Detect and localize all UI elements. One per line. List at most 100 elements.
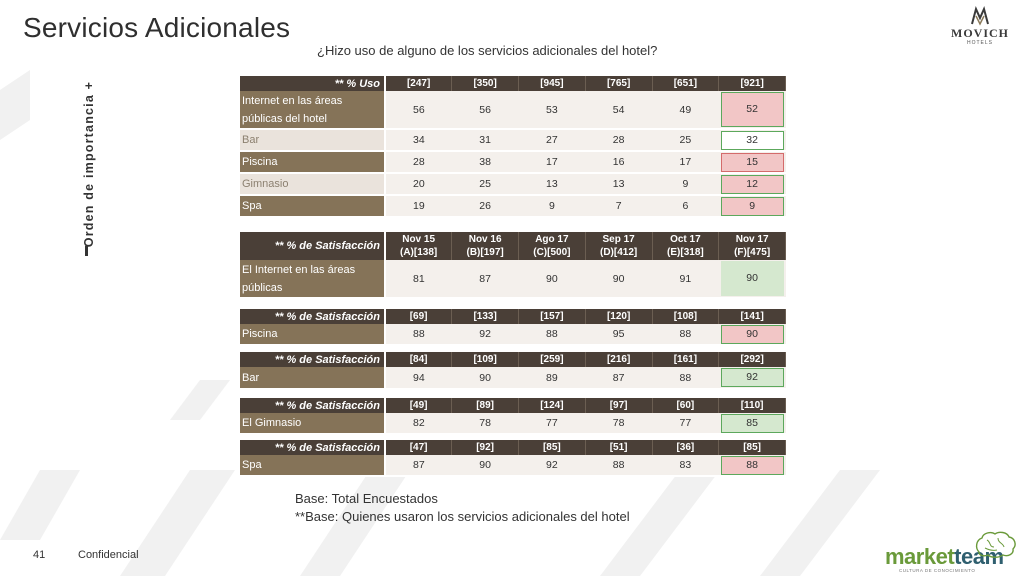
period-base: (A)[138] [400, 247, 438, 258]
period-name: Oct 17 [670, 234, 701, 245]
table-cell: 87 [585, 367, 652, 390]
minus-marker [85, 246, 88, 256]
table-cell: 88 [652, 324, 719, 346]
period-name: Ago 17 [535, 234, 569, 245]
table-cell: 92 [451, 324, 519, 346]
table-cell: 25 [652, 129, 719, 152]
table-cell: 91 [652, 260, 719, 299]
brain-icon [975, 531, 1016, 558]
table-cell: 54 [585, 91, 652, 130]
base-cell: [216] [585, 352, 653, 367]
table-cell: 17 [652, 151, 719, 174]
table-cell: 28 [385, 151, 452, 174]
base-cell: [120] [585, 309, 653, 324]
base-cell: [141] [718, 309, 786, 324]
base-cell: [292] [718, 352, 786, 367]
usage-base: [651] [652, 76, 720, 91]
satisfaction-header-row: ** % de Satisfacción Nov 15 (A)[138] Nov … [240, 232, 786, 260]
base-cell: [36] [652, 440, 720, 455]
table-cell: 38 [451, 151, 519, 174]
base-cell: [259] [518, 352, 586, 367]
table-cell: 19 [385, 195, 452, 218]
usage-base: [945] [518, 76, 586, 91]
usage-base: [765] [585, 76, 653, 91]
table-row: Internet en las áreas públicas del hotel… [240, 91, 786, 130]
period-header: Ago 17 (C)[500] [518, 232, 586, 260]
wordmark-part: team [954, 544, 1004, 569]
marketteam-wordmark: marketteam [885, 544, 1004, 570]
base-cell: [85] [718, 440, 786, 455]
period-header: Oct 17 (E)[318] [652, 232, 720, 260]
table-cell-highlight: 9 [718, 195, 786, 218]
table-cell: 56 [385, 91, 452, 130]
table-row: Bar 94 90 89 87 88 92 [240, 367, 786, 390]
period-name: Nov 17 [735, 234, 769, 245]
table-cell: 87 [385, 455, 452, 477]
highlight-value: 15 [720, 152, 784, 172]
table-cell: 6 [652, 195, 719, 218]
table-cell: 27 [518, 129, 586, 152]
period-base: (F)[475] [734, 247, 771, 258]
table-cell: 28 [585, 129, 652, 152]
period-header: Sep 17 (D)[412] [585, 232, 653, 260]
table-row: Spa 87 90 92 88 83 88 [240, 455, 786, 477]
satisfaction-spa-table: ** % de Satisfacción [47] [92] [85] [51]… [240, 440, 786, 477]
table-cell: 53 [518, 91, 586, 130]
logo-sub: HOTELS [966, 40, 993, 46]
usage-base: [921] [718, 76, 786, 91]
row-label: Piscina [240, 324, 386, 346]
table-row: El Internet en las áreas públicas 81 87 … [240, 260, 786, 299]
row-label: Bar [240, 367, 386, 390]
period-base: (B)[197] [466, 247, 504, 258]
satisfaction-header-label: ** % de Satisfacción [240, 232, 386, 260]
table-cell-highlight: 32 [718, 129, 786, 152]
base-cell: [124] [518, 398, 586, 413]
highlight-value: 12 [720, 174, 784, 194]
table-cell-highlight: 90 [718, 324, 786, 346]
row-label: Internet en las áreas públicas del hotel [240, 91, 386, 130]
table-cell: 90 [451, 367, 519, 390]
base-cell: [97] [585, 398, 653, 413]
period-header: Nov 15 (A)[138] [385, 232, 453, 260]
satisfaction-piscina-table: ** % de Satisfacción [69] [133] [157] [1… [240, 309, 786, 346]
period-header: Nov 16 (B)[197] [451, 232, 519, 260]
row-label: Bar [240, 129, 386, 152]
footnote-base-users: **Base: Quienes usaron los servicios adi… [295, 509, 630, 524]
table-cell: 7 [585, 195, 652, 218]
base-cell: [60] [652, 398, 720, 413]
base-cell: [161] [652, 352, 720, 367]
table-cell: 49 [652, 91, 719, 130]
satisfaction-header-label: ** % de Satisfacción [240, 440, 386, 455]
highlight-value: 32 [720, 130, 784, 150]
base-cell: [157] [518, 309, 586, 324]
table-cell: 88 [385, 324, 452, 346]
base-cell: [84] [385, 352, 453, 367]
table-cell: 82 [385, 413, 452, 435]
base-cell: [49] [385, 398, 453, 413]
logo-brand: MOVICH [951, 26, 1009, 40]
table-cell: 94 [385, 367, 452, 390]
movich-logo: MOVICH HOTELS [944, 4, 1016, 46]
satisfaction-header-label: ** % de Satisfacción [240, 398, 386, 413]
confidential-label: Confidencial [78, 549, 139, 561]
satisfaction-header-row: ** % de Satisfacción [47] [92] [85] [51]… [240, 440, 786, 455]
base-cell: [69] [385, 309, 453, 324]
table-cell-highlight: 15 [718, 151, 786, 174]
table-cell: 17 [518, 151, 586, 174]
table-cell: 89 [518, 367, 586, 390]
table-cell: 20 [385, 173, 452, 196]
table-cell: 26 [451, 195, 519, 218]
base-cell: [108] [652, 309, 720, 324]
row-label: El Gimnasio [240, 413, 386, 435]
survey-question: ¿Hizo uso de alguno de los servicios adi… [317, 43, 658, 58]
base-cell: [85] [518, 440, 586, 455]
table-cell: 90 [585, 260, 652, 299]
usage-header-row: ** % Uso [247] [350] [945] [765] [651] [… [240, 76, 786, 91]
table-cell: 92 [518, 455, 586, 477]
highlight-value: 90 [720, 261, 784, 296]
satisfaction-gimnasio-table: ** % de Satisfacción [49] [89] [124] [97… [240, 398, 786, 435]
table-cell: 16 [585, 151, 652, 174]
table-row: Piscina 28 38 17 16 17 15 [240, 151, 786, 174]
base-cell: [89] [451, 398, 519, 413]
